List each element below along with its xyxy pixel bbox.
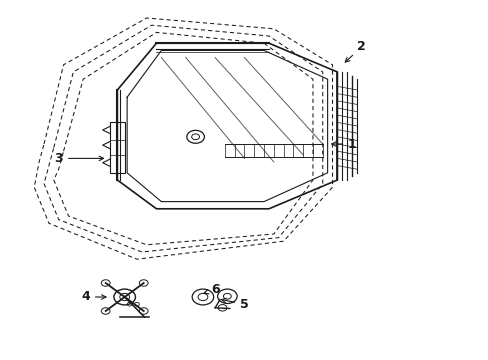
Bar [110, 122, 124, 173]
Text: 6: 6 [203, 283, 219, 296]
Text: 1: 1 [331, 138, 356, 150]
Text: 3: 3 [54, 152, 103, 165]
Text: 2: 2 [345, 40, 366, 62]
Text: 5: 5 [221, 298, 248, 311]
Text: 4: 4 [81, 291, 106, 303]
